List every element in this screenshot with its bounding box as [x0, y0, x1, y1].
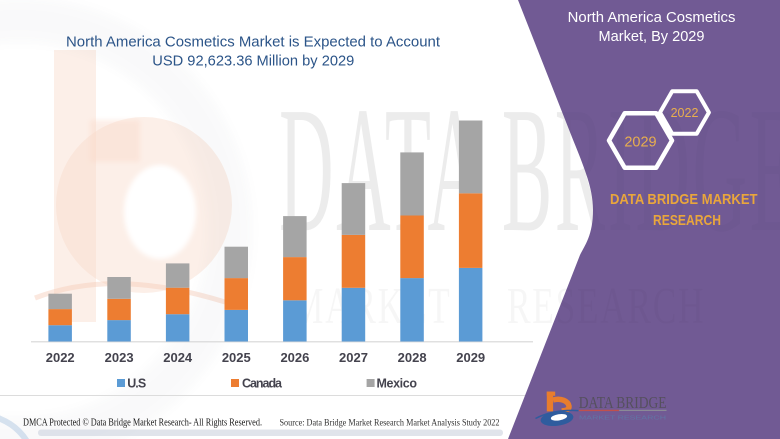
svg-text:DATA BRIDGE: DATA BRIDGE	[579, 393, 667, 412]
svg-text:2023: 2023	[105, 350, 134, 365]
svg-text:2024: 2024	[163, 350, 193, 365]
svg-text:2022: 2022	[671, 106, 699, 120]
svg-text:2028: 2028	[398, 350, 427, 365]
svg-text:2027: 2027	[339, 350, 368, 365]
svg-text:DATA BRIDGE MARKET: DATA BRIDGE MARKET	[610, 191, 758, 208]
svg-text:North America Cosmetics: North America Cosmetics	[568, 10, 736, 26]
svg-text:2022: 2022	[46, 350, 75, 365]
svg-text:Source: Data Bridge Market Res: Source: Data Bridge Market Research Mark…	[280, 418, 500, 428]
svg-text:MARKET RESEARCH: MARKET RESEARCH	[579, 416, 667, 422]
svg-text:Canada: Canada	[242, 377, 283, 391]
svg-text:North America Cosmetics Market: North America Cosmetics Market is Expect…	[66, 34, 441, 51]
svg-text:DMCA Protected © Data Bridge M: DMCA Protected © Data Bridge Market Rese…	[23, 418, 262, 429]
svg-text:2029: 2029	[456, 350, 485, 365]
svg-text:RESEARCH: RESEARCH	[653, 212, 721, 229]
svg-text:Market, By 2029: Market, By 2029	[599, 29, 705, 45]
svg-text:2029: 2029	[624, 134, 656, 150]
svg-text:2025: 2025	[222, 350, 251, 365]
svg-text:MARKET: MARKET	[292, 276, 451, 334]
svg-text:U.S: U.S	[127, 377, 146, 391]
svg-text:Mexico: Mexico	[377, 377, 418, 391]
svg-text:2026: 2026	[280, 350, 309, 365]
svg-text:USD 92,623.36 Million by 2029: USD 92,623.36 Million by 2029	[152, 53, 354, 70]
